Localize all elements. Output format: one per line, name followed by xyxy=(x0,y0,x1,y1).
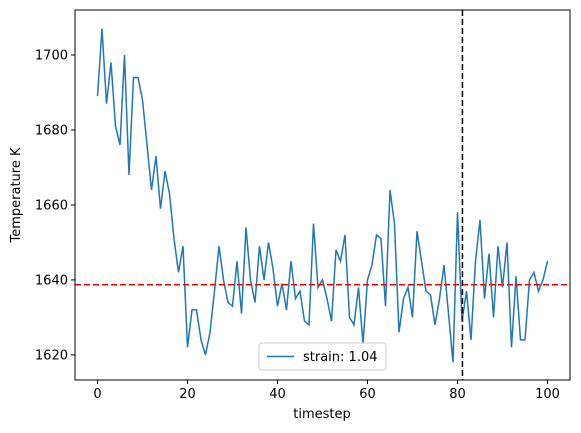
x-tick-label: 40 xyxy=(269,387,286,402)
x-tick-label: 60 xyxy=(359,387,376,402)
y-tick-label: 1700 xyxy=(35,48,68,63)
legend-box xyxy=(258,342,387,371)
x-tick-label: 80 xyxy=(449,387,466,402)
legend-label: strain: 1.04 xyxy=(303,350,378,365)
x-tick-label: 0 xyxy=(93,387,101,402)
y-tick-label: 1680 xyxy=(35,123,68,138)
legend: strain: 1.04 xyxy=(258,342,387,371)
y-tick-label: 1620 xyxy=(35,348,68,363)
plot-frame xyxy=(74,9,571,381)
line-series xyxy=(96,28,549,363)
x-tick-label: 100 xyxy=(535,387,560,402)
y-tick-label: 1640 xyxy=(35,273,68,288)
y-tick-label: 1660 xyxy=(35,198,68,213)
y-axis-label: Temperature K xyxy=(9,147,24,243)
x-axis-label: timestep xyxy=(293,407,351,422)
x-tick-label: 20 xyxy=(179,387,196,402)
